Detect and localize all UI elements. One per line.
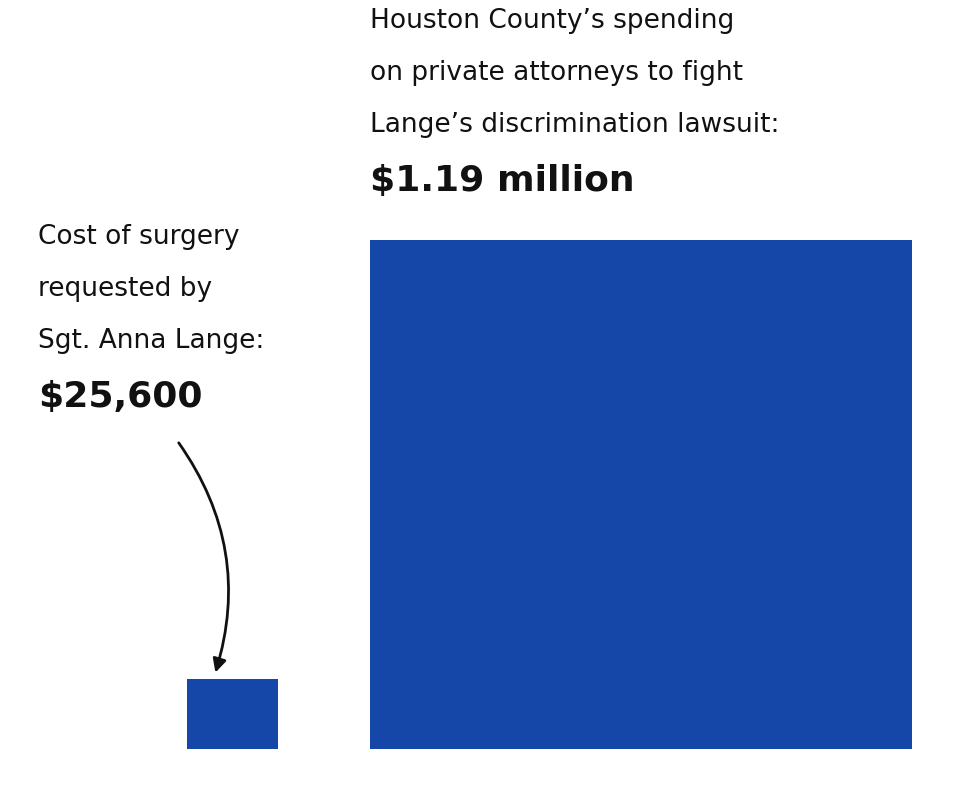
Text: Sgt. Anna Lange:: Sgt. Anna Lange:: [38, 328, 265, 354]
Bar: [187, 679, 278, 749]
Text: Cost of surgery: Cost of surgery: [38, 224, 240, 250]
Text: on private attorneys to fight: on private attorneys to fight: [370, 60, 743, 86]
Text: Lange’s discrimination lawsuit:: Lange’s discrimination lawsuit:: [370, 112, 780, 138]
Text: Houston County’s spending: Houston County’s spending: [370, 8, 733, 34]
Bar: [370, 240, 912, 749]
Text: $25,600: $25,600: [38, 380, 203, 414]
Text: requested by: requested by: [38, 276, 212, 302]
Text: $1.19 million: $1.19 million: [370, 164, 635, 198]
